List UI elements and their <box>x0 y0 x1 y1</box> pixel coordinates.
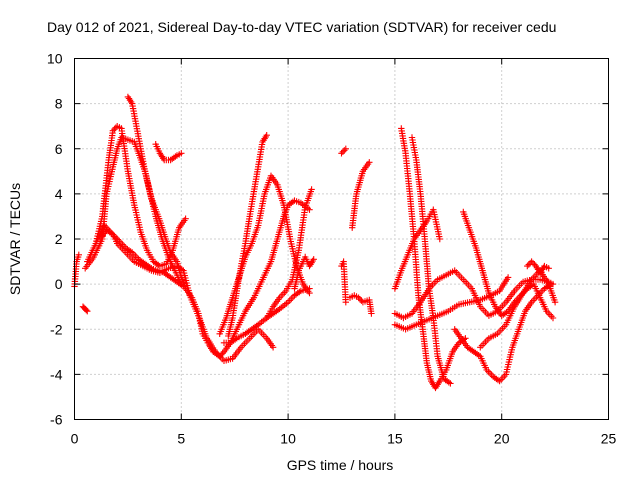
series-marks-s11 <box>216 172 313 337</box>
series-marks-s15 <box>338 258 349 306</box>
grid-layer <box>74 58 609 420</box>
series-s24 <box>460 208 557 322</box>
series-s12 <box>263 186 315 322</box>
series-s15 <box>338 258 349 306</box>
series-marks-s10 <box>220 197 313 346</box>
series-marks-s13 <box>291 253 317 292</box>
series-marks-s08 <box>96 226 187 290</box>
y-tick-label-3: 0 <box>55 276 63 292</box>
series-s08 <box>96 226 187 290</box>
y-axis-label: SDTVAR / TECUs <box>7 183 23 295</box>
y-tick-label-2: -2 <box>50 321 63 337</box>
y-tick-label-6: 6 <box>55 141 63 157</box>
series-marks-s12 <box>263 186 315 322</box>
series-s17 <box>346 292 375 317</box>
x-tick-label-0: 0 <box>71 431 79 447</box>
data-layer <box>71 93 559 392</box>
x-tick-label-2: 10 <box>280 431 296 447</box>
series-marks-s24 <box>460 208 557 322</box>
series-s11 <box>216 172 313 337</box>
x-tick-label-3: 15 <box>387 431 403 447</box>
y-tick-label-5: 4 <box>55 186 63 202</box>
series-marks-s25 <box>477 267 559 351</box>
x-axis-label: GPS time / hours <box>287 457 394 473</box>
series-marks-s03 <box>82 134 313 360</box>
series-marks-s05 <box>92 123 189 270</box>
series-marks-s06 <box>124 93 185 288</box>
series-s03 <box>82 134 313 360</box>
series-marks-s20 <box>398 125 469 392</box>
y-tick-label-4: 2 <box>55 231 63 247</box>
series-marks-s14 <box>338 145 349 157</box>
x-tick-label-1: 5 <box>177 431 185 447</box>
series-s14 <box>338 145 349 157</box>
chart-title: Day 012 of 2021, Sidereal Day-to-day VTE… <box>47 19 556 35</box>
series-s25 <box>477 267 559 351</box>
series-marks-s07 <box>152 141 185 164</box>
series-marks-s16 <box>349 159 373 231</box>
series-s07 <box>152 141 185 164</box>
series-s26 <box>524 258 552 276</box>
series-s02 <box>79 303 91 315</box>
series-s20 <box>398 125 469 392</box>
y-tick-label-1: -4 <box>50 366 63 382</box>
series-s16 <box>349 159 373 231</box>
y-tick-label-8: 10 <box>47 51 63 67</box>
series-marks-s26 <box>524 258 552 276</box>
series-s10 <box>220 197 313 346</box>
series-s13 <box>291 253 317 292</box>
series-marks-s17 <box>346 292 375 317</box>
tick-layer: 0 5 10 15 20 25 -6 -4 -2 0 2 4 6 8 10 <box>47 51 617 447</box>
series-marks-s21 <box>408 134 454 387</box>
series-s06 <box>124 93 185 288</box>
series-marks-s02 <box>79 303 91 315</box>
x-tick-label-4: 20 <box>494 431 510 447</box>
y-tick-label-7: 8 <box>55 96 63 112</box>
x-tick-label-5: 25 <box>601 431 617 447</box>
series-s21 <box>408 134 454 387</box>
y-tick-label-0: -6 <box>50 412 63 428</box>
series-s05 <box>92 123 189 270</box>
